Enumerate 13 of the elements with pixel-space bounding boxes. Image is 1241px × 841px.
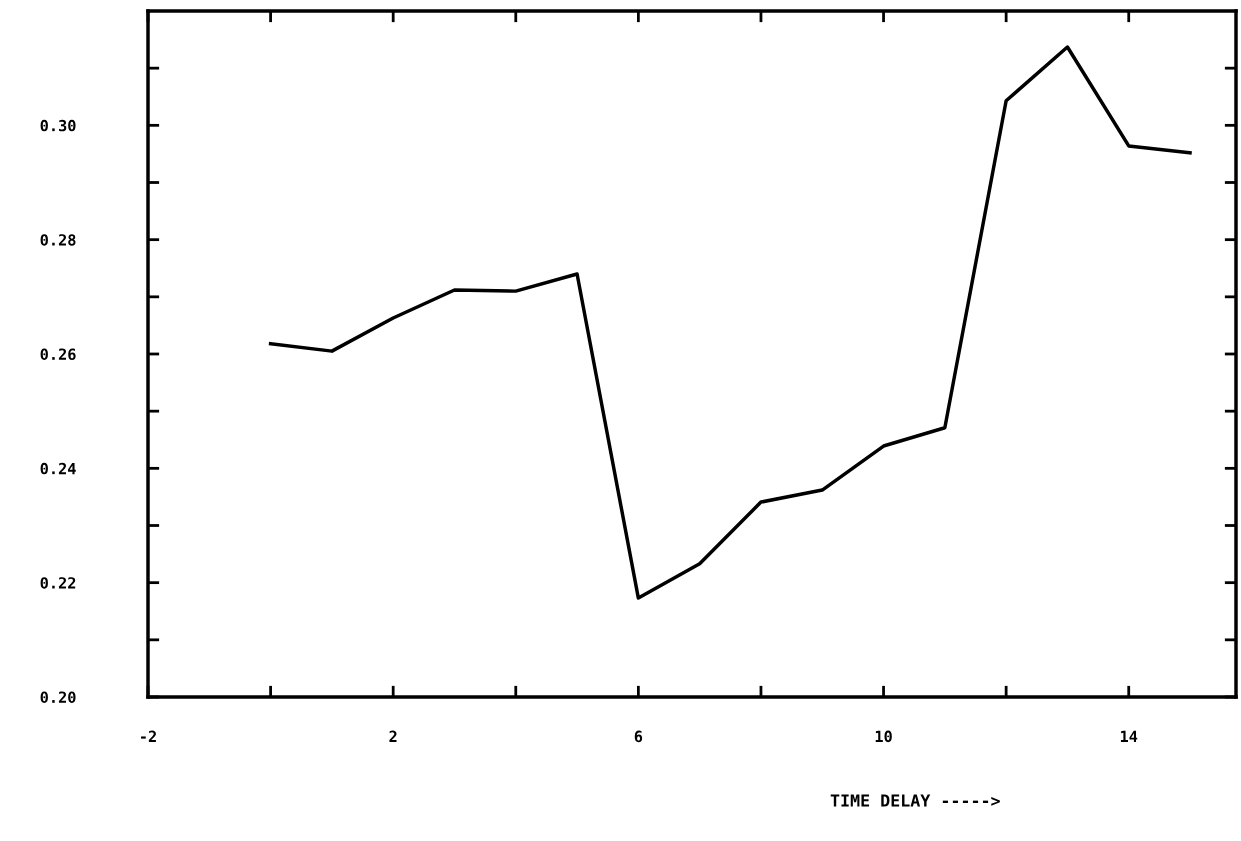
y-tick-label: 0.26 bbox=[40, 348, 76, 361]
y-tick-label: 0.30 bbox=[40, 119, 76, 132]
x-tick-label: 14 bbox=[1120, 730, 1138, 742]
x-tick-label: 6 bbox=[634, 730, 643, 743]
y-tick-label: 0.24 bbox=[40, 462, 76, 475]
x-tick-label: -2 bbox=[141, 730, 156, 742]
y-tick-label: 0.22 bbox=[40, 577, 76, 589]
y-tick-label: 0.28 bbox=[40, 234, 76, 246]
x-axis-title: TIME DELAY -----> bbox=[830, 794, 1000, 807]
line-series bbox=[268, 45, 1192, 600]
x-tick-label: 2 bbox=[389, 730, 397, 742]
x-tick-label: 10 bbox=[875, 730, 892, 743]
y-tick-label: 0.20 bbox=[40, 691, 76, 704]
